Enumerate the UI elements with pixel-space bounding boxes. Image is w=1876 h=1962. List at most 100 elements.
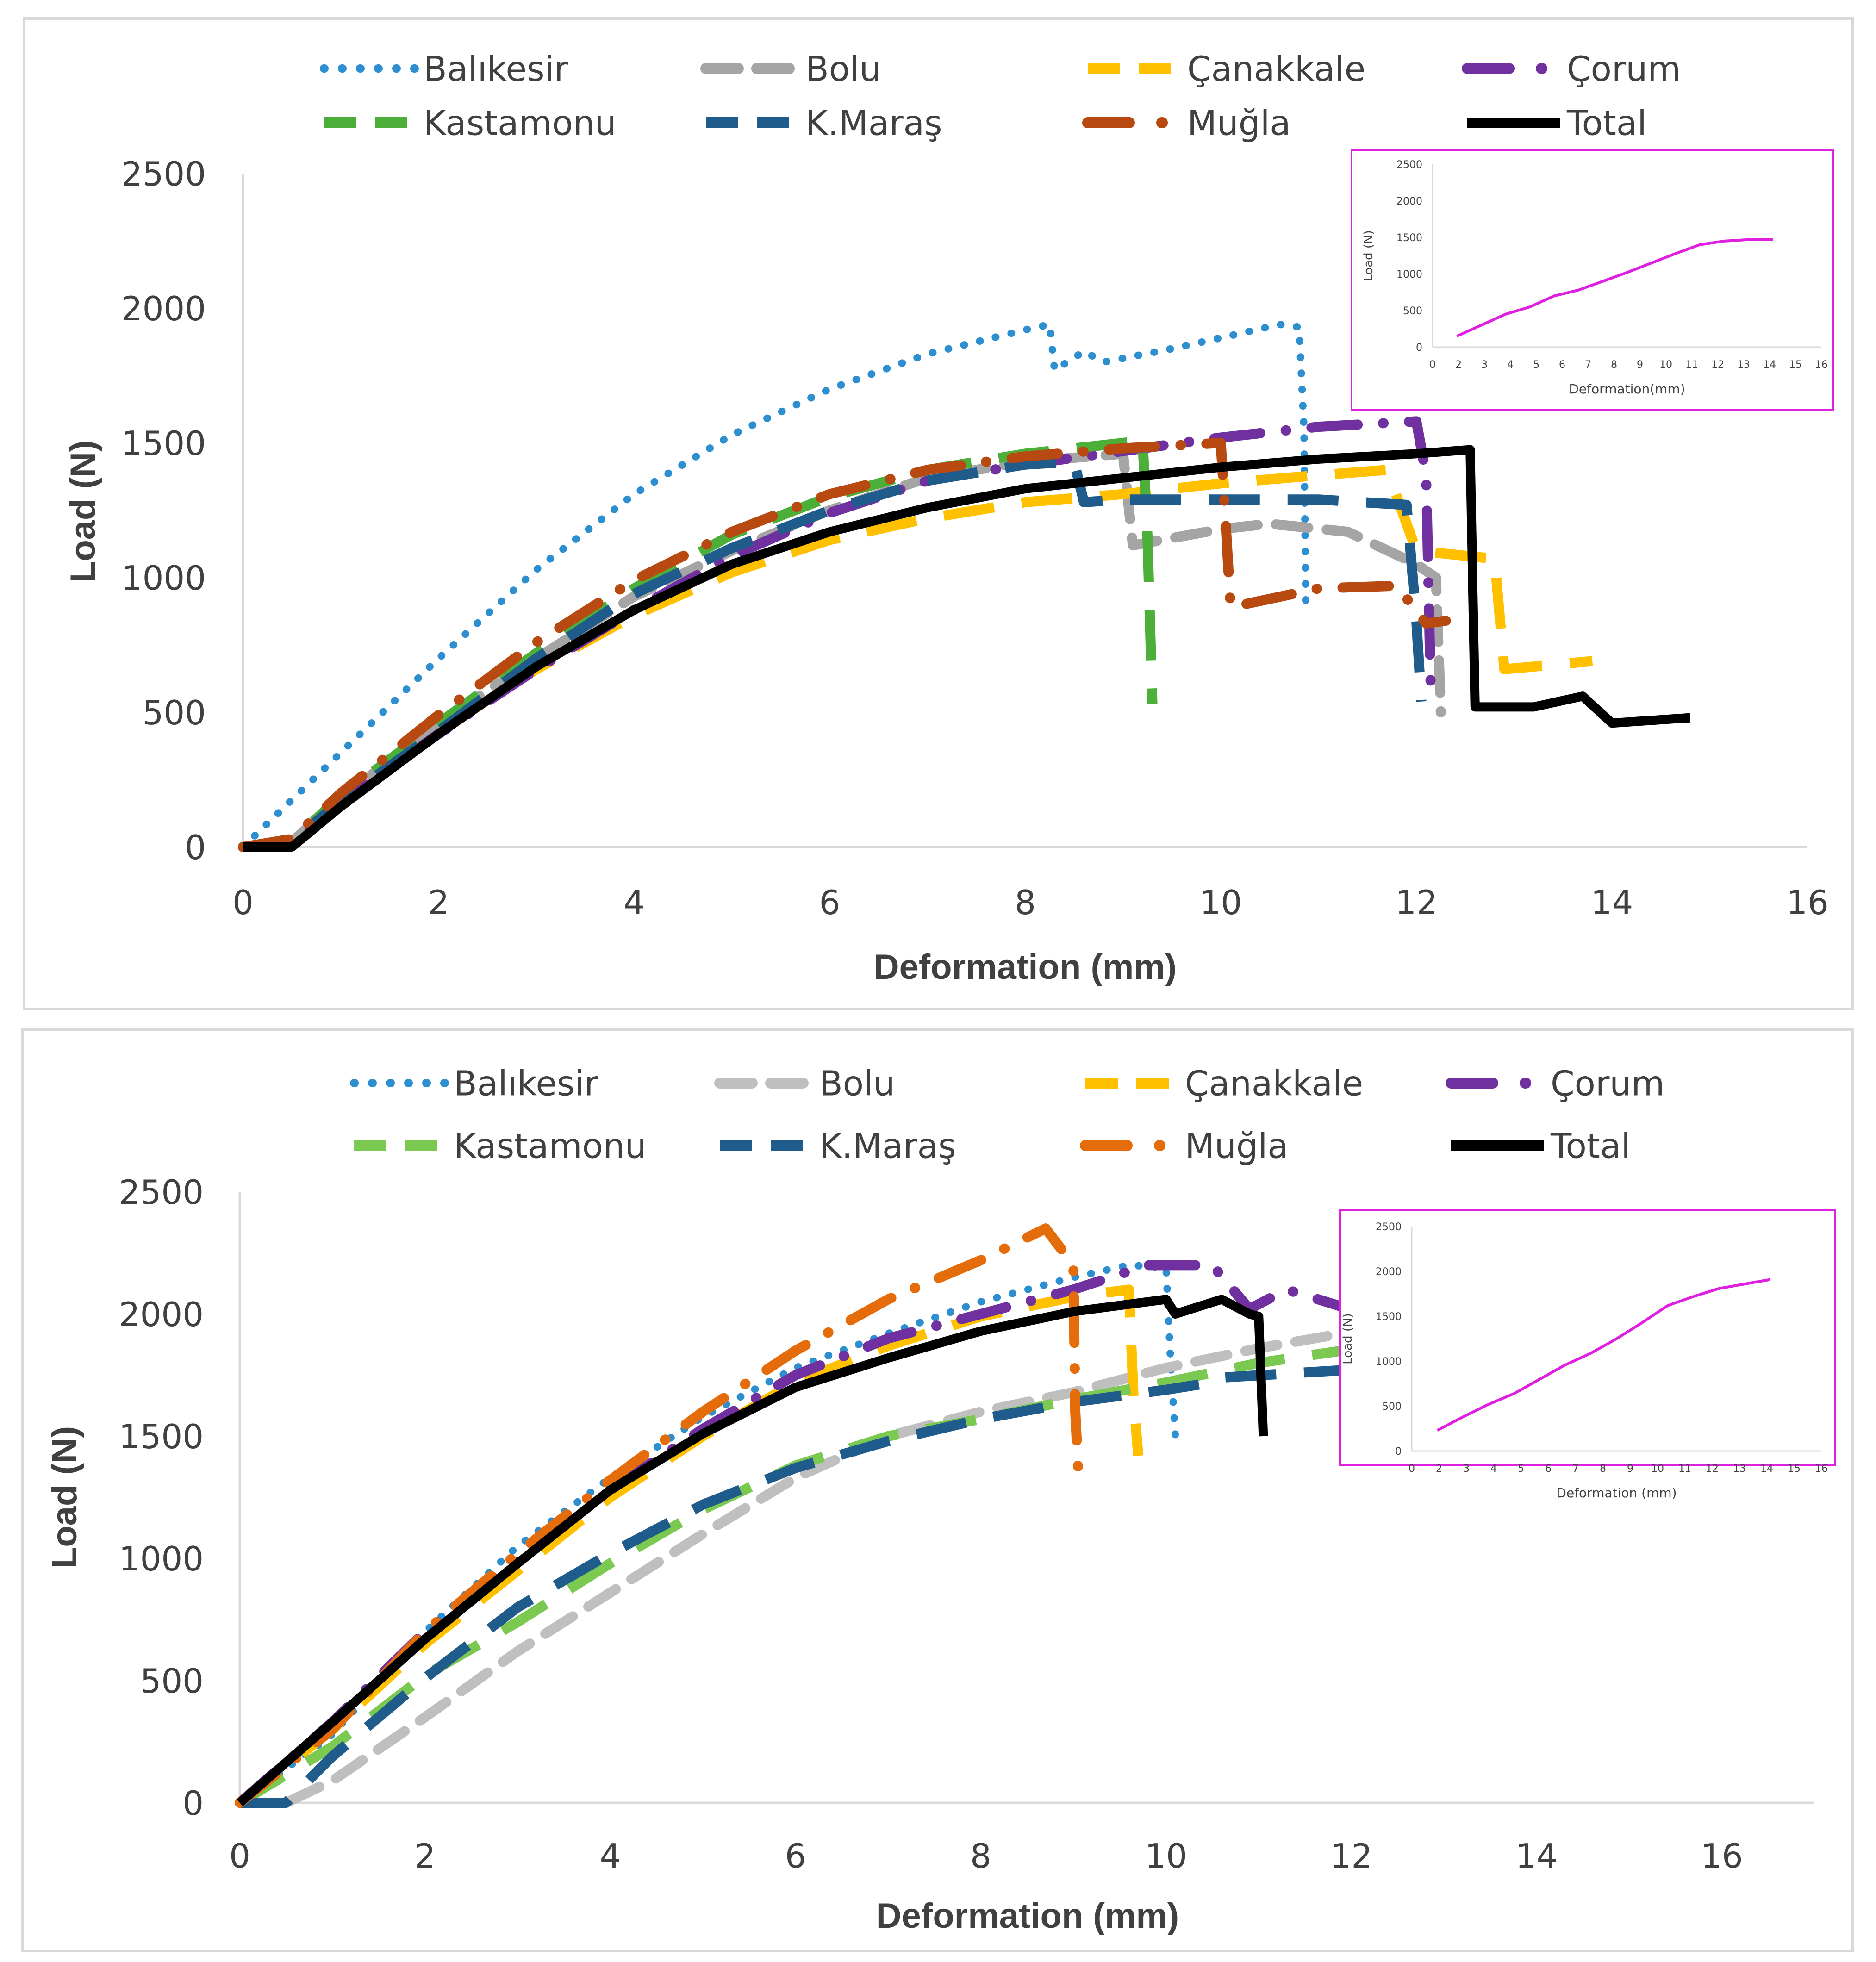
inset-series-line [1436, 1278, 1770, 1432]
y-tick-label: 2500 [119, 1173, 204, 1212]
x-tick-label: 8 [970, 1837, 991, 1875]
series-line-total [237, 1295, 1268, 1806]
y-tick-label: 1000 [121, 559, 206, 598]
inset-x-tick-label: 12 [1706, 1463, 1719, 1475]
inset-x-tick-label: 12 [1711, 359, 1724, 371]
inset-chart: 0 500 1000 1500 2000 2500 0 2 3 4 5 6 7 8 9 10 11 12 13 14 1… [1351, 149, 1834, 411]
inset-x-tick-label: 3 [1481, 359, 1488, 371]
inset-y-axis-title: Load (N) [1362, 230, 1376, 281]
chart-panel-bottom: 0 2 4 6 8 10 12 14 1605001000150020002500Deforma… [45, 1064, 1836, 1936]
inset-x-tick-label: 2 [1455, 359, 1462, 371]
inset-chart: 0 500 1000 1500 2000 2500 0 2 3 4 5 6 7 8 9 10 11 12 13 14 1… [1339, 1209, 1836, 1501]
y-tick-label: 1500 [119, 1417, 204, 1456]
x-tick-label: 10 [1200, 883, 1242, 922]
y-tick-label: 0 [185, 828, 206, 867]
inset-x-tick-label: 0 [1409, 1463, 1415, 1475]
x-tick-label: 6 [785, 1837, 806, 1875]
x-tick-label: 4 [600, 1837, 621, 1875]
inset-x-tick-label: 4 [1507, 359, 1514, 371]
inset-x-tick-label: 7 [1585, 359, 1591, 371]
inset-x-tick-label: 4 [1490, 1463, 1497, 1475]
series-line-k-maras [240, 1365, 1343, 1808]
inset-x-tick-label: 3 [1463, 1463, 1470, 1475]
x-axis-title: Deformation (mm) [876, 1896, 1179, 1936]
inset-y-tick-label: 2000 [1396, 196, 1422, 207]
inset-x-tick-label: 13 [1737, 359, 1750, 371]
y-axis-title: Load (N) [63, 440, 103, 583]
legend-label-k-maras: K.Maraş [819, 1127, 956, 1166]
x-tick-label: 14 [1515, 1837, 1558, 1875]
inset-x-tick-label: 16 [1815, 359, 1828, 371]
panel-frame-bottom [21, 1028, 1854, 1952]
inset-x-tick-label: 10 [1659, 359, 1672, 371]
x-tick-label: 8 [1015, 883, 1036, 922]
legend-label-balikesir: Balıkesir [454, 1064, 598, 1104]
series-line-balikesir [239, 320, 1310, 851]
series-line-balikesir [236, 1261, 1179, 1806]
y-tick-label: 500 [143, 693, 206, 732]
series-line-kastamonu [242, 435, 1158, 852]
y-tick-label: 500 [140, 1662, 204, 1700]
inset-x-tick-label: 7 [1572, 1463, 1579, 1475]
x-tick-label: 6 [819, 883, 841, 922]
inset-x-tick-label: 15 [1788, 1463, 1801, 1475]
series-line-bolu [235, 1328, 1347, 1808]
series-group [238, 320, 1691, 852]
x-axis-title: Deformation (mm) [874, 947, 1177, 987]
inset-y-tick-label: 1000 [1396, 269, 1422, 280]
inset-y-tick-label: 1500 [1376, 1311, 1402, 1323]
inset-x-tick-label: 6 [1559, 359, 1565, 371]
legend-label-k-maras: K.Maraş [805, 104, 942, 143]
inset-x-tick-label: 13 [1733, 1463, 1746, 1475]
y-tick-label: 2000 [121, 289, 206, 328]
x-tick-label: 12 [1395, 883, 1438, 922]
x-tick-label: 0 [229, 1837, 250, 1875]
inset-x-tick-label: 8 [1611, 359, 1617, 371]
series-line-total [243, 445, 1691, 852]
inset-x-tick-label: 8 [1600, 1463, 1606, 1475]
inset-x-tick-label: 2 [1436, 1463, 1442, 1475]
legend-label-total: Total [1550, 1127, 1631, 1166]
x-tick-label: 14 [1591, 883, 1633, 922]
inset-x-tick-label: 16 [1815, 1463, 1828, 1475]
series-group [235, 1223, 1347, 1808]
y-axis-title: Load (N) [45, 1426, 84, 1569]
legend-label-mugla: Muğla [1187, 104, 1291, 143]
inset-x-tick-label: 5 [1533, 359, 1539, 371]
inset-x-tick-label: 5 [1518, 1463, 1524, 1475]
inset-x-tick-label: 14 [1763, 359, 1776, 371]
inset-x-axis-title: Deformation(mm) [1569, 381, 1685, 397]
series-line-canakkale [242, 465, 1593, 852]
inset-frame [1351, 149, 1834, 411]
x-tick-label: 10 [1145, 1837, 1187, 1875]
legend-label-bolu: Bolu [819, 1064, 895, 1104]
inset-x-tick-label: 15 [1789, 359, 1802, 371]
inset-x-tick-label: 11 [1685, 359, 1698, 371]
x-tick-label: 4 [623, 883, 645, 922]
y-tick-label: 1500 [121, 424, 206, 463]
x-tick-label: 2 [428, 883, 449, 922]
legend-label-corum: Çorum [1551, 1064, 1664, 1104]
inset-frame [1339, 1209, 1836, 1466]
inset-y-tick-label: 1500 [1396, 232, 1422, 244]
x-tick-label: 12 [1330, 1837, 1373, 1875]
inset-y-tick-label: 2500 [1396, 159, 1422, 171]
inset-x-axis-title: Deformation (mm) [1556, 1485, 1677, 1501]
inset-y-tick-label: 2500 [1376, 1221, 1402, 1233]
inset-y-tick-label: 500 [1382, 1401, 1402, 1413]
inset-x-tick-label: 14 [1760, 1463, 1773, 1475]
legend-label-corum: Çorum [1567, 50, 1681, 89]
inset-y-tick-label: 500 [1403, 305, 1422, 317]
legend-label-canakkale: Çanakkale [1187, 50, 1365, 89]
legend-label-kastamonu: Kastamonu [454, 1127, 647, 1166]
y-tick-label: 2500 [121, 155, 206, 193]
inset-series-line [1456, 238, 1773, 338]
series-line-mugla [238, 438, 1451, 852]
inset-x-tick-label: 10 [1651, 1463, 1664, 1475]
x-tick-label: 2 [414, 1837, 436, 1875]
x-tick-label: 16 [1701, 1837, 1743, 1875]
x-tick-label: 16 [1786, 883, 1829, 922]
x-tick-label: 0 [232, 883, 254, 922]
